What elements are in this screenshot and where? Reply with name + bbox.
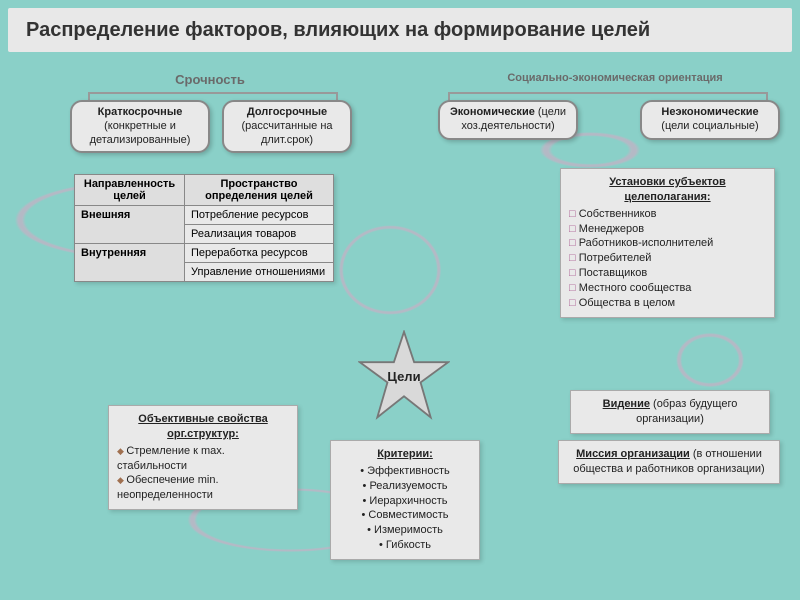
- box-economic: Экономические (цели хоз.деятельности): [438, 100, 578, 140]
- criteria-item-2: Иерархичность: [339, 494, 471, 509]
- goals-star: Цели: [358, 330, 450, 422]
- table-row0-cell1: Реализация товаров: [185, 225, 334, 244]
- objectives-item-0: Стремление к max. стабильности: [117, 444, 289, 474]
- stakeholders-panel: Установки субъектов целеполагания: Собст…: [560, 168, 775, 318]
- criteria-item-4: Измеримость: [339, 523, 471, 538]
- box-short-term-rest: (конкретные и детализированные): [90, 120, 191, 146]
- criteria-item-3: Совместимость: [339, 508, 471, 523]
- mission-header: Миссия организации: [576, 448, 690, 460]
- stakeholders-item-1: Менеджеров: [569, 222, 766, 237]
- stakeholders-item-5: Местного сообщества: [569, 281, 766, 296]
- criteria-header: Критерии:: [339, 447, 471, 462]
- urgency-bracket: [88, 92, 338, 100]
- urgency-label: Срочность: [140, 72, 280, 87]
- criteria-item-0: Эффективность: [339, 464, 471, 479]
- criteria-item-1: Реализуемость: [339, 479, 471, 494]
- stakeholders-header: Установки субъектов целеполагания:: [569, 175, 766, 205]
- box-long-term: Долгосрочные (рассчитанные на длит.срок): [222, 100, 352, 153]
- vision-panel: Видение (образ будущего организации): [570, 390, 770, 434]
- stakeholders-item-6: Общества в целом: [569, 296, 766, 311]
- title-band: Распределение факторов, влияющих на форм…: [8, 8, 792, 52]
- stakeholders-item-4: Поставщиков: [569, 266, 766, 281]
- objectives-panel: Объективные свойства орг.структур: Стрем…: [108, 405, 298, 510]
- criteria-item-5: Гибкость: [339, 538, 471, 553]
- box-non-economic-bold: Неэкономические: [661, 106, 758, 118]
- page-title: Распределение факторов, влияющих на форм…: [26, 18, 774, 42]
- stakeholders-item-0: Собственников: [569, 207, 766, 222]
- table-row1-cell1: Управление отношениями: [185, 263, 334, 282]
- box-non-economic-rest: (цели социальные): [661, 120, 758, 132]
- criteria-panel: Критерии: Эффективность Реализуемость Ие…: [330, 440, 480, 560]
- vision-header: Видение: [603, 398, 650, 410]
- box-economic-bold: Экономические: [450, 106, 535, 118]
- stakeholders-item-2: Работников-исполнителей: [569, 236, 766, 251]
- table-col2: Пространство определения целей: [185, 175, 334, 206]
- box-long-term-rest: (рассчитанные на длит.срок): [241, 120, 332, 146]
- table-row1-cell0: Переработка ресурсов: [185, 244, 334, 263]
- direction-table: Направленность целей Пространство опреде…: [74, 174, 334, 282]
- box-non-economic: Неэкономические (цели социальные): [640, 100, 780, 140]
- stakeholders-item-3: Потребителей: [569, 251, 766, 266]
- mission-panel: Миссия организации (в отношении общества…: [558, 440, 780, 484]
- table-col1: Направленность целей: [75, 175, 185, 206]
- objectives-header: Объективные свойства орг.структур:: [117, 412, 289, 442]
- objectives-item-1: Обеспечение min. неопределенности: [117, 473, 289, 503]
- orientation-bracket: [448, 92, 768, 100]
- box-short-term-bold: Краткосрочные: [98, 106, 183, 118]
- box-long-term-bold: Долгосрочные: [247, 106, 327, 118]
- vision-rest: (образ будущего организации): [636, 398, 737, 425]
- orientation-label: Социально-экономическая ориентация: [490, 72, 740, 84]
- table-row0-head: Внешняя: [75, 206, 185, 244]
- goals-star-label: Цели: [387, 369, 420, 384]
- table-row1-head: Внутренняя: [75, 244, 185, 282]
- table-row0-cell0: Потребление ресурсов: [185, 206, 334, 225]
- box-short-term: Краткосрочные (конкретные и детализирова…: [70, 100, 210, 153]
